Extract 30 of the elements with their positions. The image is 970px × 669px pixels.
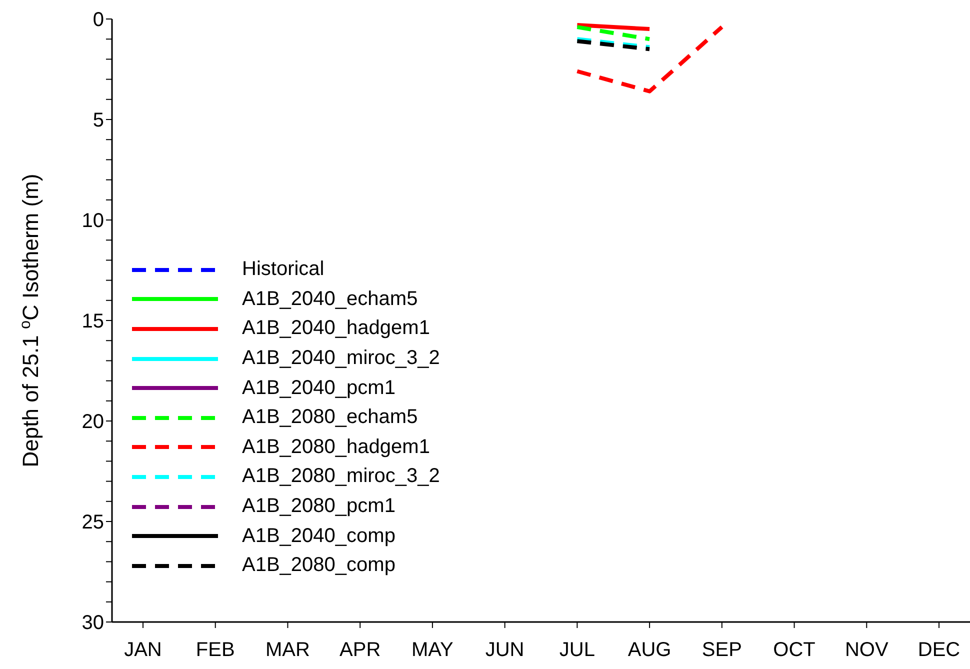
legend-label: A1B_2040_comp <box>242 524 396 548</box>
legend-label: A1B_2080_echam5 <box>242 406 418 430</box>
y-tick-label: 15 <box>82 310 104 333</box>
x-tick-label: AUG <box>628 639 672 662</box>
legend-label: A1B_2080_pcm1 <box>242 495 396 518</box>
legend-label: A1B_2080_miroc_3_2 <box>242 465 440 488</box>
legend-label: Historical <box>242 258 324 282</box>
y-tick-label: 30 <box>82 612 104 634</box>
y-tick-label: 10 <box>82 210 104 232</box>
x-tick-label: APR <box>340 639 381 662</box>
x-tick-label: SEP <box>702 639 742 662</box>
y-tick-label: 25 <box>82 512 104 534</box>
legend-label: A1B_2040_pcm1 <box>242 376 396 400</box>
y-tick-label: 5 <box>92 110 104 132</box>
x-tick-label: JUN <box>485 639 524 662</box>
legend-label: A1B_2040_miroc_3_2 <box>242 347 440 370</box>
x-tick-label: OCT <box>773 639 816 662</box>
x-tick-label: NOV <box>844 639 889 662</box>
legend-label: A1B_2040_hadgem1 <box>242 317 430 340</box>
y-tick-label: 20 <box>82 411 104 434</box>
y-tick-label: 0 <box>92 9 104 32</box>
x-tick-label: MAY <box>412 639 454 662</box>
legend-label: A1B_2080_hadgem1 <box>242 436 430 459</box>
legend-label: A1B_2040_echam5 <box>242 288 418 311</box>
x-tick-label: JUL <box>559 639 595 662</box>
x-tick-label: FEB <box>196 639 235 662</box>
x-tick-label: JAN <box>124 639 162 662</box>
legend-label: A1B_2080_comp <box>242 554 396 578</box>
x-tick-label: MAR <box>266 639 310 662</box>
x-tick-label: DEC <box>918 639 960 662</box>
